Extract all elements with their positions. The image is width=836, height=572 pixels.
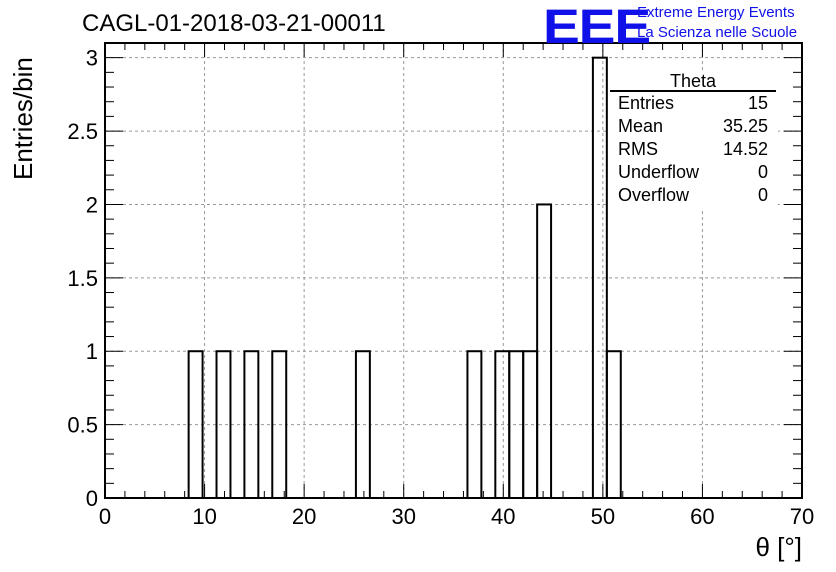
stats-value: 35.25 [722,116,768,136]
x-tick-label: 10 [192,504,216,529]
stats-row-entries: Entries 15 [608,92,778,115]
x-tick-label: 70 [790,504,814,529]
stats-value: 0 [757,162,768,182]
histogram-bin [605,350,622,499]
stats-value: 14.52 [722,139,768,159]
stats-row-mean: Mean 35.25 [608,115,778,138]
plot-frame [104,42,803,499]
stats-label: RMS [618,139,658,159]
x-tick-label: 60 [690,504,714,529]
y-tick-label: 0.5 [67,413,98,438]
histogram-bin [215,350,232,499]
stats-label: Mean [618,116,664,136]
stats-row-underflow: Underflow 0 [608,161,778,184]
stats-label: Underflow [618,162,700,182]
chart-title: CAGL-01-2018-03-21-00011 [82,10,386,37]
eee-logo: EEE [543,1,651,54]
x-axis-label: θ [°] [755,532,802,562]
y-tick-label: 1.5 [67,266,98,291]
stats-row-rms: RMS 14.52 [608,138,778,161]
stats-label: Overflow [618,185,690,205]
stats-box: Theta Entries 15 Mean 35.25 RMS 14.52 Un… [608,70,778,210]
logo-caption: Extreme Energy Events La Scienza nelle S… [637,3,797,43]
logo-caption-line1: Extreme Energy Events [637,4,795,21]
y-tick-label: 2.5 [67,119,98,144]
stats-label: Entries [618,93,675,113]
stats-value: 0 [757,185,768,205]
x-tick-label: 30 [391,504,415,529]
x-tick-label: 0 [99,504,111,529]
stats-box-title: Theta [610,70,776,92]
x-tick-label: 40 [491,504,515,529]
x-tick-label: 50 [591,504,615,529]
stats-row-overflow: Overflow 0 [608,184,778,207]
x-tick-label: 20 [292,504,316,529]
y-tick-label: 1 [86,339,98,364]
stats-value: 15 [747,93,768,113]
y-axis-label: Entries/bin [8,57,38,180]
logo-caption-line2: La Scienza nelle Scuole [637,24,798,41]
y-tick-label: 0 [86,486,98,511]
y-tick-label: 2 [86,192,98,217]
y-tick-label: 3 [86,46,98,71]
